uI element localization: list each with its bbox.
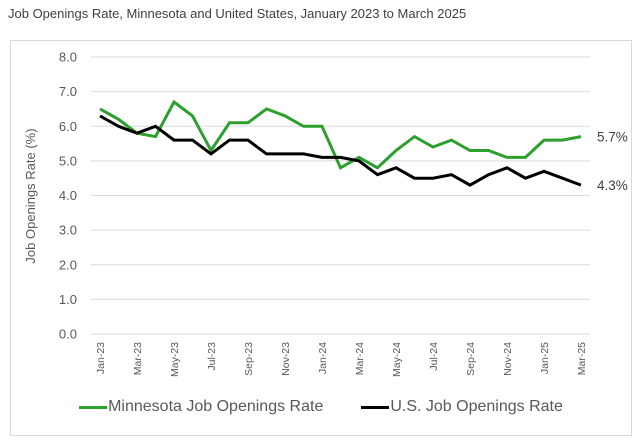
x-tick-label: Jan-24 (317, 342, 329, 374)
legend-swatch-us (361, 405, 390, 409)
y-tick-label: 3.0 (59, 223, 77, 238)
x-tick-label: May-24 (391, 342, 403, 377)
gridlines (91, 56, 590, 335)
minnesota-series-line (99, 99, 582, 170)
y-tick-label: 8.0 (59, 50, 77, 65)
legend-label-minnesota: Minnesota Job Openings Rate (108, 398, 324, 415)
series-lines (99, 99, 582, 187)
minnesota-end-label: 5.7% (597, 130, 628, 145)
chart-frame (10, 40, 632, 436)
x-axis-ticks: Jan-23 Mar-23 May-23 Jul-23 Sep-23 Nov-23 Jan-… (95, 342, 588, 377)
x-tick-label: Nov-23 (280, 342, 292, 376)
y-tick-label: 7.0 (59, 84, 77, 99)
y-tick-label: 4.0 (59, 188, 77, 203)
y-tick-label: 1.0 (59, 292, 77, 307)
x-tick-label: Sep-23 (243, 342, 255, 376)
y-tick-label: 2.0 (59, 257, 77, 272)
legend: Minnesota Job Openings Rate U.S. Job Ope… (0, 398, 642, 416)
x-tick-label: Nov-24 (502, 342, 514, 376)
x-tick-label: Jul-24 (428, 342, 440, 371)
y-axis-label: Job Openings Rate (%) (23, 128, 38, 263)
x-tick-label: Jan-23 (95, 342, 107, 374)
legend-swatch-minnesota (79, 405, 108, 409)
legend-item-us: U.S. Job Openings Rate (361, 398, 563, 416)
y-tick-label: 6.0 (59, 119, 77, 134)
x-tick-label: Jul-23 (206, 342, 218, 371)
x-tick-label: Sep-24 (465, 342, 477, 376)
y-tick-label: 0.0 (59, 327, 77, 342)
x-tick-label: Mar-24 (354, 342, 366, 375)
us-end-label: 4.3% (597, 178, 628, 193)
x-tick-label: Mar-23 (132, 342, 144, 375)
y-tick-label: 5.0 (59, 153, 77, 168)
x-tick-label: Mar-25 (576, 342, 588, 375)
y-axis-ticks: 0.0 1.0 2.0 3.0 4.0 5.0 6.0 7.0 8.0 (59, 50, 77, 342)
x-tick-label: May-23 (169, 342, 181, 377)
end-labels: 5.7% 4.3% (597, 130, 628, 193)
us-series-line (99, 114, 582, 187)
legend-label-us: U.S. Job Openings Rate (390, 398, 563, 415)
chart-title: Job Openings Rate, Minnesota and United … (8, 6, 467, 21)
legend-item-minnesota: Minnesota Job Openings Rate (79, 398, 323, 416)
x-tick-label: Jan-25 (539, 342, 551, 374)
